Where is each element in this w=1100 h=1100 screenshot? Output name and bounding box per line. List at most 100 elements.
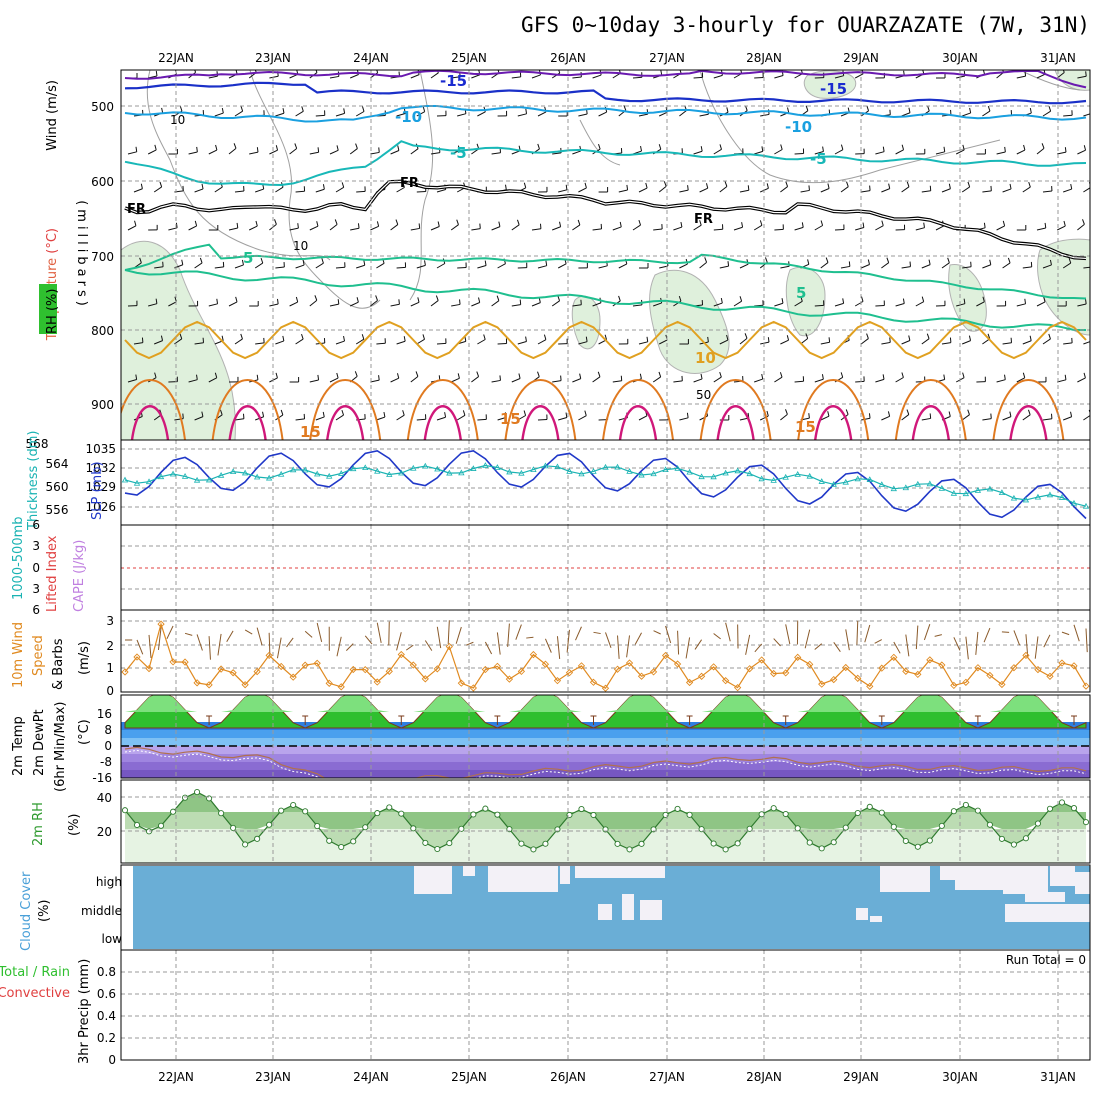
- upper-yticks: 500 600 700 800 900: [91, 100, 114, 412]
- li-label: Lifted Index: [45, 535, 60, 612]
- precip-grid: [121, 950, 1090, 1060]
- temp2m-label-2: 2m DewPt: [32, 709, 47, 776]
- precip-label-total: Total / Rain: [0, 965, 70, 980]
- top-date-22JAN: 22JAN: [158, 51, 194, 65]
- upper-grid: [121, 70, 1090, 440]
- top-date-25JAN: 25JAN: [451, 51, 487, 65]
- label-plus10: 10: [695, 349, 716, 367]
- label-fr-1: FR: [400, 176, 419, 191]
- bottom-date-30JAN: 30JAN: [942, 1070, 978, 1084]
- dewpoint-line-dotted: [124, 749, 1087, 778]
- upper-left-labels: Wind (m/s): [45, 80, 60, 151]
- label-minus5-a: -5: [450, 144, 467, 162]
- wind10-unit: (m/s): [77, 641, 92, 675]
- wind-tick-3: 3: [106, 614, 114, 628]
- wind10-ticks: 3 2 1 0: [106, 614, 114, 698]
- ytick-700: 700: [91, 250, 114, 264]
- rh2m-fill-low: [125, 792, 1086, 863]
- bottom-date-27JAN: 27JAN: [649, 1070, 685, 1084]
- bottom-date-31JAN: 31JAN: [1040, 1070, 1076, 1084]
- cloud-label: Cloud Cover: [19, 871, 34, 951]
- rh2m-unit: (%): [67, 814, 82, 837]
- isotherms: [124, 70, 1087, 360]
- bottom-date-24JAN: 24JAN: [353, 1070, 389, 1084]
- wind-tick-0: 0: [106, 684, 114, 698]
- cloud-level-middle: middle: [81, 904, 122, 918]
- label-fr-3: FR: [694, 212, 713, 227]
- rh2m-frame: [120, 779, 1091, 864]
- top-date-23JAN: 23JAN: [255, 51, 291, 65]
- li-tick-0: 0: [32, 561, 40, 575]
- contour-labels: -15 -15 -10 -10 -5 -5 FR FR FR 5 5 10 15…: [127, 72, 847, 441]
- cloud-level-high: high: [96, 875, 122, 889]
- slp-tick-1026: 1026: [85, 500, 116, 514]
- dewpoint-line: [124, 746, 1087, 778]
- label-plus5-b: 5: [796, 284, 806, 302]
- temp2m-frame: [120, 694, 1091, 779]
- wind10-label-2: Speed: [31, 635, 46, 676]
- slp-tick-1029: 1029: [85, 480, 116, 494]
- thickness-label-2: Thickness (dm): [26, 431, 41, 531]
- rh-label-group: RH (%): [45, 289, 60, 334]
- slp-line: [124, 449, 1087, 520]
- wind-tick-1: 1: [106, 661, 114, 675]
- slp-label-group: SLP (mb): [90, 461, 105, 520]
- label-plus15-b: 15: [500, 410, 521, 428]
- label-rh50: 50: [696, 388, 711, 402]
- label-fr-2: FR: [127, 202, 146, 217]
- dew-band-3: [121, 762, 1090, 770]
- wind10-label-group: 10m Wind: [11, 622, 26, 688]
- wind10-label2-group: Speed: [31, 635, 46, 676]
- cloud-panel: high middle low Cloud Cover (%): [19, 864, 1091, 951]
- temp-tick-8: 8: [104, 723, 112, 737]
- temp-tick-0: 0: [104, 739, 112, 753]
- temp2m-label-3: (6hr Min/Max): [53, 702, 68, 792]
- temp2m-label3-group: (6hr Min/Max): [53, 702, 68, 792]
- precip-tick-08: 0.8: [97, 965, 116, 979]
- precip-frame: [120, 949, 1091, 1061]
- temp2m-panel: 16 8 0 -8 -16 2m Temp 2m DewPt (6hr Min/…: [11, 694, 1091, 792]
- slp-tick-1035: 1035: [85, 442, 116, 456]
- precip-tick-04: 0.4: [97, 1009, 116, 1023]
- top-date-31JAN: 31JAN: [1040, 51, 1076, 65]
- temp-band-2: [121, 730, 1090, 738]
- wind10-unit-group: (m/s): [77, 641, 92, 675]
- cloud-label-group: Cloud Cover: [19, 871, 34, 951]
- li-tick-3a: 3: [32, 539, 40, 553]
- bottom-date-28JAN: 28JAN: [746, 1070, 782, 1084]
- wind10-speed-line: [124, 621, 1087, 689]
- label-rh10b: 10: [293, 239, 308, 253]
- rh2m-label: 2m RH: [31, 802, 46, 846]
- wind10-label-3: & Barbs: [51, 638, 66, 690]
- rh2m-grid: [121, 780, 1090, 863]
- temp2m-ticks: 16 8 0 -8 -16: [92, 707, 112, 785]
- temp2m-label-1: 2m Temp: [11, 716, 26, 776]
- ytick-900: 900: [91, 398, 114, 412]
- precip-unit-group: 3hr Precip (mm): [77, 959, 92, 1064]
- temp-fill-high: [125, 695, 1086, 712]
- thick-tick-568: 568: [26, 437, 49, 451]
- dewpoint-bands: [121, 746, 1090, 778]
- label-minus10-a: -10: [395, 108, 422, 126]
- thickness-line: [124, 464, 1087, 507]
- slp-tick-1032: 1032: [85, 461, 116, 475]
- label-rh10: 10: [170, 113, 185, 127]
- label-plus15-a: 15: [300, 423, 321, 441]
- li-grid: [121, 525, 1090, 610]
- precip-panel: Run Total = 0 0.8 0.6 0.4 0.2 0 Total / …: [0, 949, 1091, 1067]
- rh2m-markers: [121, 789, 1090, 853]
- wind10-frame: [120, 609, 1091, 693]
- min-max-markers: [206, 715, 1077, 725]
- cloud-unit-group: (%): [37, 900, 52, 923]
- bottom-date-25JAN: 25JAN: [451, 1070, 487, 1084]
- lifted-index-panel: 6 3 0 3 6 Lifted Index CAPE (J/kg): [32, 518, 1091, 617]
- ytick-600: 600: [91, 175, 114, 189]
- li-tick-3b: 3: [32, 582, 40, 596]
- temp2m-label-group: 2m Temp: [11, 716, 26, 776]
- mb-label-group: (millibars): [74, 200, 89, 310]
- dew-band-1: [121, 746, 1090, 754]
- thick-tick-556: 556: [46, 503, 69, 517]
- slp-label: SLP (mb): [90, 461, 105, 520]
- rh-tick-20: 20: [97, 825, 112, 839]
